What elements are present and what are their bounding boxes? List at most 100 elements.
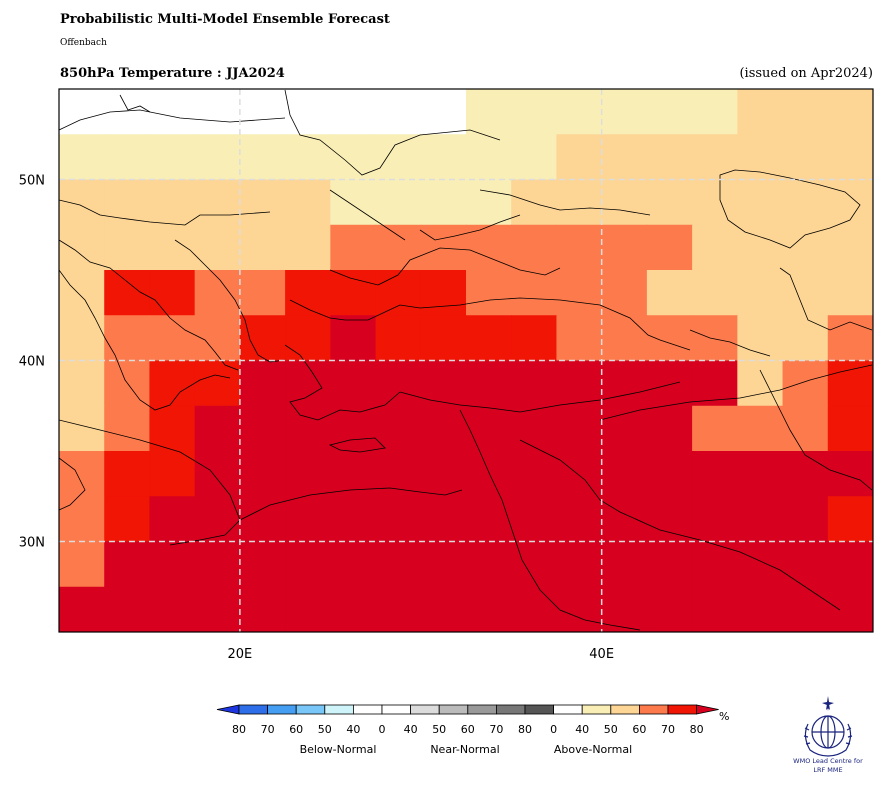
field-cell [420, 496, 467, 543]
field-cell [375, 360, 422, 407]
field-cell [239, 179, 286, 226]
lat-label: 30N [19, 536, 45, 551]
field-cell [239, 270, 286, 316]
field-cell [556, 496, 603, 543]
lat-label: 40N [19, 355, 45, 370]
field-cell [601, 405, 648, 452]
legend-tick: 60 [461, 723, 475, 736]
field-cell [692, 586, 738, 632]
field-cell [466, 315, 512, 362]
axis-labels: 20E 40E 30N 40N 50N [19, 174, 614, 663]
field-cell [375, 179, 422, 226]
legend-extend-right [696, 704, 719, 715]
field-cell [466, 541, 512, 588]
field-cell [239, 89, 286, 135]
field-cell [149, 496, 196, 543]
field-cell [375, 89, 422, 135]
field-cell [466, 360, 512, 407]
field-cell [646, 89, 693, 135]
field-cell [59, 360, 105, 407]
field-cell [511, 270, 558, 316]
field-cell [827, 451, 873, 497]
legend-tick: 70 [489, 723, 503, 736]
field-cell [737, 360, 784, 407]
field-cell [737, 451, 784, 497]
field-cell [59, 89, 105, 135]
field-cell [782, 360, 829, 407]
field-cell [646, 134, 693, 181]
field-cell [59, 134, 105, 181]
chart-subtitle: Offenbach [60, 38, 107, 48]
field-cell [511, 179, 558, 226]
field-cell [149, 541, 196, 588]
legend-box [238, 704, 269, 715]
field-cell [149, 134, 196, 181]
gridlines [59, 89, 873, 632]
field-cell [285, 586, 331, 632]
field-cell [511, 360, 558, 407]
field-cell [556, 89, 603, 135]
legend-box [610, 704, 640, 715]
field-cell [646, 179, 693, 226]
field-cell [420, 270, 467, 316]
field-cell [601, 134, 648, 181]
field-cell [556, 134, 603, 181]
legend-tick: 60 [289, 723, 303, 736]
legend-tick: 70 [261, 723, 275, 736]
field-cell [59, 179, 105, 226]
field-cell [330, 496, 377, 543]
field-cell [511, 224, 558, 271]
legend-tick: 50 [604, 723, 618, 736]
field-cell [692, 496, 738, 543]
field-cell [601, 451, 648, 497]
field-cell [194, 541, 241, 588]
field-cell [239, 134, 286, 181]
field-cell [59, 496, 105, 543]
field-cell [330, 315, 377, 362]
legend-box [352, 704, 383, 715]
field-cell [466, 179, 512, 226]
field-cell [239, 405, 286, 452]
field-cell [646, 496, 693, 543]
field-cell [59, 270, 105, 316]
field-cell [104, 224, 151, 271]
field-cell [737, 179, 784, 226]
field-cell [827, 134, 873, 181]
legend-tick: 40 [404, 723, 418, 736]
field-cell [194, 451, 241, 497]
field-cell [149, 270, 196, 316]
field-cell [556, 586, 603, 632]
field-cell [194, 496, 241, 543]
lat-label: 50N [19, 174, 45, 189]
legend-box [438, 704, 469, 715]
field-cell [556, 179, 603, 226]
field-cell [646, 586, 693, 632]
field-cell [601, 496, 648, 543]
field-cell [737, 586, 784, 632]
field-cell [420, 541, 467, 588]
field-cell [646, 405, 693, 452]
field-cell [782, 586, 829, 632]
field-cell [556, 270, 603, 316]
legend-tick: 50 [318, 723, 332, 736]
field-cell [601, 360, 648, 407]
field-cell [511, 451, 558, 497]
field-cell [194, 405, 241, 452]
field-cell [194, 134, 241, 181]
probability-field [59, 89, 873, 632]
field-cell [420, 89, 467, 135]
field-cell [104, 496, 151, 543]
field-cell [239, 315, 286, 362]
field-cell [330, 89, 377, 135]
field-cell [59, 451, 105, 497]
field-cell [782, 179, 829, 226]
field-cell [375, 315, 422, 362]
field-cell [59, 224, 105, 271]
field-cell [827, 315, 873, 362]
field-cell [692, 315, 738, 362]
field-cell [827, 360, 873, 407]
field-cell [511, 315, 558, 362]
field-cell [692, 224, 738, 271]
field-cell [692, 89, 738, 135]
wmo-logo-icon [803, 696, 853, 757]
